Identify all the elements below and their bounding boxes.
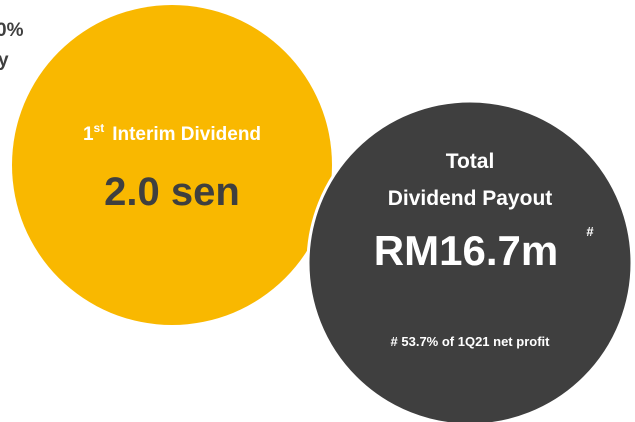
interim-number: 1 [83,124,94,145]
interim-value: 2.0 sen [104,170,240,214]
cropped-text: 0% [0,20,24,41]
total-line1: Total [446,150,495,173]
total-value: RM16.7m [374,227,558,274]
interim-label: 1st Interim Dividend [83,121,261,145]
interim-circle [12,5,332,325]
total-note: # 53.7% of 1Q21 net profit [391,334,551,349]
cropped-text: y [0,50,9,71]
total-circle [306,99,634,422]
interim-suffix: st [94,121,105,135]
interim-text: Interim Dividend [112,124,261,145]
total-line2: Dividend Payout [388,187,553,210]
total-marker: # [586,224,594,239]
